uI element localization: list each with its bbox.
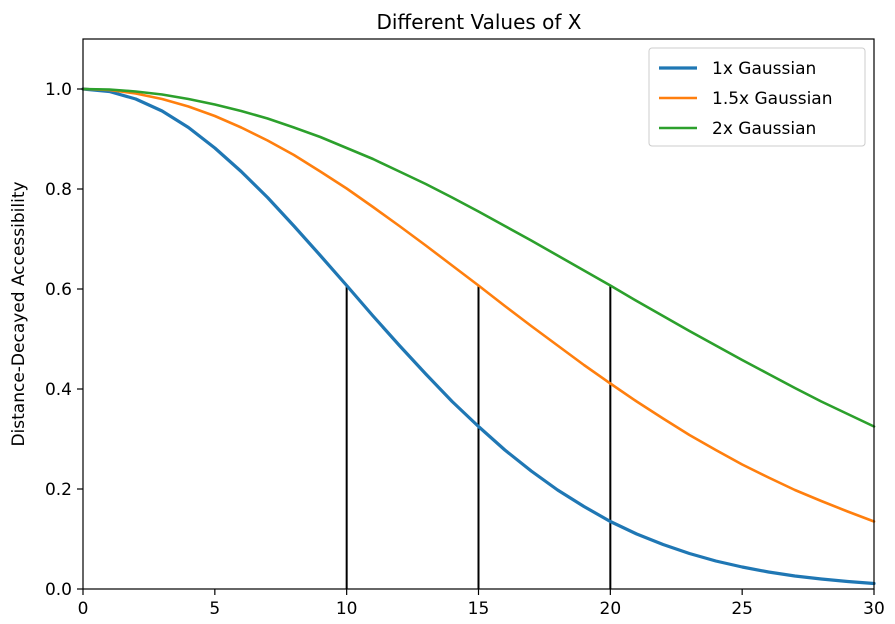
y-tick-label: 0.4 — [45, 380, 72, 400]
legend-label-2: 1.5x Gaussian — [712, 89, 833, 109]
series-line-1 — [81, 87, 876, 586]
legend-label-1: 1x Gaussian — [712, 59, 816, 79]
y-tick-label: 1.0 — [45, 80, 72, 100]
x-tick-label: 0 — [78, 599, 89, 619]
y-tick-label: 0.2 — [45, 480, 72, 500]
legend-box — [648, 47, 866, 147]
y-tick-label: 0.0 — [45, 580, 72, 600]
series-group — [81, 87, 876, 586]
vertical-lines-group — [345, 285, 612, 589]
y-axis-label: Distance-Decayed Accessibility — [9, 181, 29, 446]
x-tick-label: 15 — [468, 599, 490, 619]
plot-area: 0 5 10 15 20 25 30 0.0 0.2 0.4 0.6 0.8 1.0 — [45, 38, 885, 619]
y-tick-label: 0.6 — [45, 280, 72, 300]
x-tick-label: 30 — [863, 599, 885, 619]
y-ticks-group: 0.0 0.2 0.4 0.6 0.8 1.0 — [45, 80, 83, 600]
x-tick-label: 10 — [336, 599, 358, 619]
y-tick-label: 0.8 — [45, 180, 72, 200]
series-line-3 — [81, 87, 876, 428]
x-tick-label: 25 — [731, 599, 753, 619]
chart-title: Different Values of X — [376, 10, 581, 34]
x-tick-label: 20 — [600, 599, 622, 619]
legend-label-3: 2x Gaussian — [712, 119, 816, 139]
x-ticks-group: 0 5 10 15 20 25 30 — [78, 589, 885, 619]
legend: 1x Gaussian 1.5x Gaussian 2x Gaussian — [648, 47, 866, 147]
series-line-2 — [81, 87, 876, 523]
x-tick-label: 5 — [209, 599, 220, 619]
